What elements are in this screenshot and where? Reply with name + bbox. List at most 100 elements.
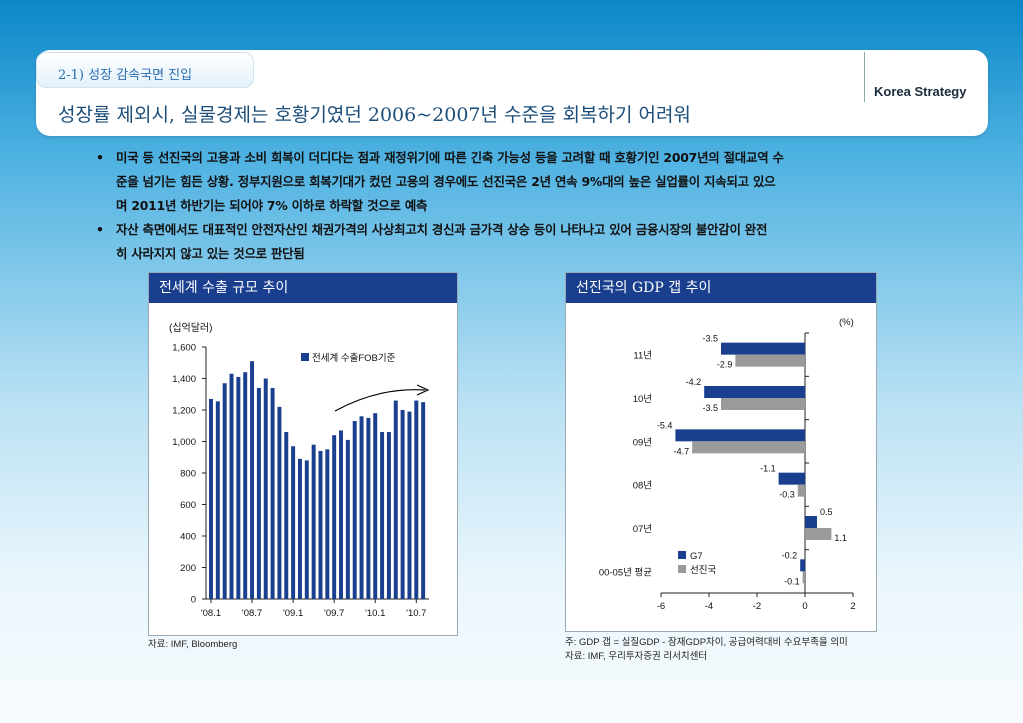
category-label: 08년 [633,481,652,492]
bar [345,439,350,599]
unit-label: (%) [839,317,854,328]
bar [304,460,309,599]
bar [805,528,832,540]
x-tick-label: '08.7 [242,608,262,619]
section-tab [36,52,254,88]
category-label: 00-05년 평균 [599,567,652,578]
legend-label: 전세계 수출FOB기준 [312,352,396,364]
category-label: 09년 [633,437,652,448]
gdp-gap-chart-title: 선진국의 GDP 갭 추이 [566,273,876,303]
data-label: 0.5 [820,507,833,517]
bar [366,417,371,599]
y-tick-label: 400 [180,532,196,543]
bar [421,402,426,599]
bar [318,450,323,599]
bar [386,432,391,599]
x-tick-label: '09.7 [324,608,344,619]
data-label: -0.3 [779,490,795,500]
bullet-marker: • [96,222,104,237]
y-tick-label: 200 [180,563,196,574]
x-tick-label: '10.1 [365,608,385,619]
x-tick-label: '08.1 [201,608,221,619]
trend-arrow [334,389,426,412]
y-tick-label: 1,400 [172,374,196,385]
bullet-line: 미국 등 선진국의 고용과 소비 회복이 더디다는 점과 재정위기에 따른 긴축… [116,150,784,165]
category-label: 10년 [633,394,652,405]
bullet-marker: • [96,150,104,165]
y-tick-label: 600 [180,500,196,511]
data-label: -2.9 [717,360,733,370]
bar [277,406,282,599]
bar [721,398,805,410]
export-chart-panel: 전세계 수출 규모 추이 (십억달러) 0 200 400 600 800 1,000 1,2… [148,272,458,636]
bullet-list: • 미국 등 선진국의 고용과 소비 회복이 더디다는 점과 재정위기에 따른 … [96,146,956,266]
data-label: -1.1 [760,464,776,474]
brand-divider [864,52,865,102]
export-chart-source: 자료: IMF, Bloomberg [148,639,238,650]
y-tick-label: 1,000 [172,437,196,448]
data-label: -5.4 [657,420,673,430]
bullet-line: 며 2011년 하반기는 되어야 7% 이하로 하락할 것으로 예측 [116,198,428,213]
bar [692,441,805,454]
gdp-gap-chart-source: 자료: IMF, 우리투자증권 리서치센터 [565,651,708,662]
legend-label: G7 [690,551,703,562]
x-tick-label: '10.7 [406,608,426,619]
bar [297,458,302,599]
section-label: 2-1) 성장 감속국면 진입 [58,68,193,83]
legend-swatch [678,565,686,573]
bar [380,432,385,599]
bar [339,430,344,599]
bar [414,400,419,599]
trend-arrow-head [416,384,430,396]
gdp-gap-chart-panel: 선진국의 GDP 갭 추이 (%) -6 -4 -2 0 2 11년 -3.5 -2.9 10년 -… [565,272,877,632]
bar [735,354,805,367]
category-label: 07년 [633,524,652,535]
bar [236,376,241,599]
bar [263,378,268,599]
x-tick-label: -4 [705,601,713,612]
bullet-item: • 미국 등 선진국의 고용과 소비 회복이 더디다는 점과 재정위기에 따른 … [96,146,956,218]
gdp-gap-chart-notes: 주: GDP 갭 = 실질GDP - 잠재GDP차이, 공급여력대비 수요부족을… [565,636,848,664]
bar [675,429,805,442]
bar [407,411,412,599]
x-tick-label: -6 [657,601,665,612]
data-label: -4.2 [686,377,702,387]
bar [243,372,248,599]
bar [270,387,275,599]
bar [802,571,805,584]
bar [291,446,296,599]
legend-label: 선진국 [690,565,716,576]
bar [373,413,378,599]
export-chart-title: 전세계 수출 규모 추이 [149,273,457,303]
bar [209,398,213,599]
bar [229,373,234,599]
category-label: 11년 [633,351,652,362]
bar [250,361,255,599]
bullet-line: 히 사라지지 않고 있는 것으로 판단됨 [116,246,305,261]
data-label: -0.2 [782,550,798,560]
bar [393,400,398,599]
x-tick-label: -2 [753,601,761,612]
bar [256,387,261,599]
y-tick-label: 800 [180,469,196,480]
bar [721,342,805,355]
bar [704,386,805,398]
bar [215,401,220,599]
bar [800,559,805,572]
bullet-line: 자산 측면에서도 대표적인 안전자산인 채권가격의 사상최고치 경신과 금가격 … [116,222,768,237]
bullet-item: • 자산 측면에서도 대표적인 안전자산인 채권가격의 사상최고치 경신과 금가… [96,218,956,266]
bar [325,449,330,599]
data-label: -0.1 [784,576,800,586]
bar [311,444,316,599]
gdp-gap-chart: (%) -6 -4 -2 0 2 11년 -3.5 -2.9 10년 -4.2 -3.5 09년 -5.4… [599,317,856,612]
y-tick-label: 1,200 [172,406,196,417]
x-tick-label: 2 [850,601,855,612]
bar [359,416,364,599]
bar [222,383,227,599]
bar [805,516,817,528]
data-label: -3.5 [702,403,718,413]
y-tick-label: 0 [191,595,196,606]
bar [284,432,289,599]
legend-swatch [678,551,686,559]
